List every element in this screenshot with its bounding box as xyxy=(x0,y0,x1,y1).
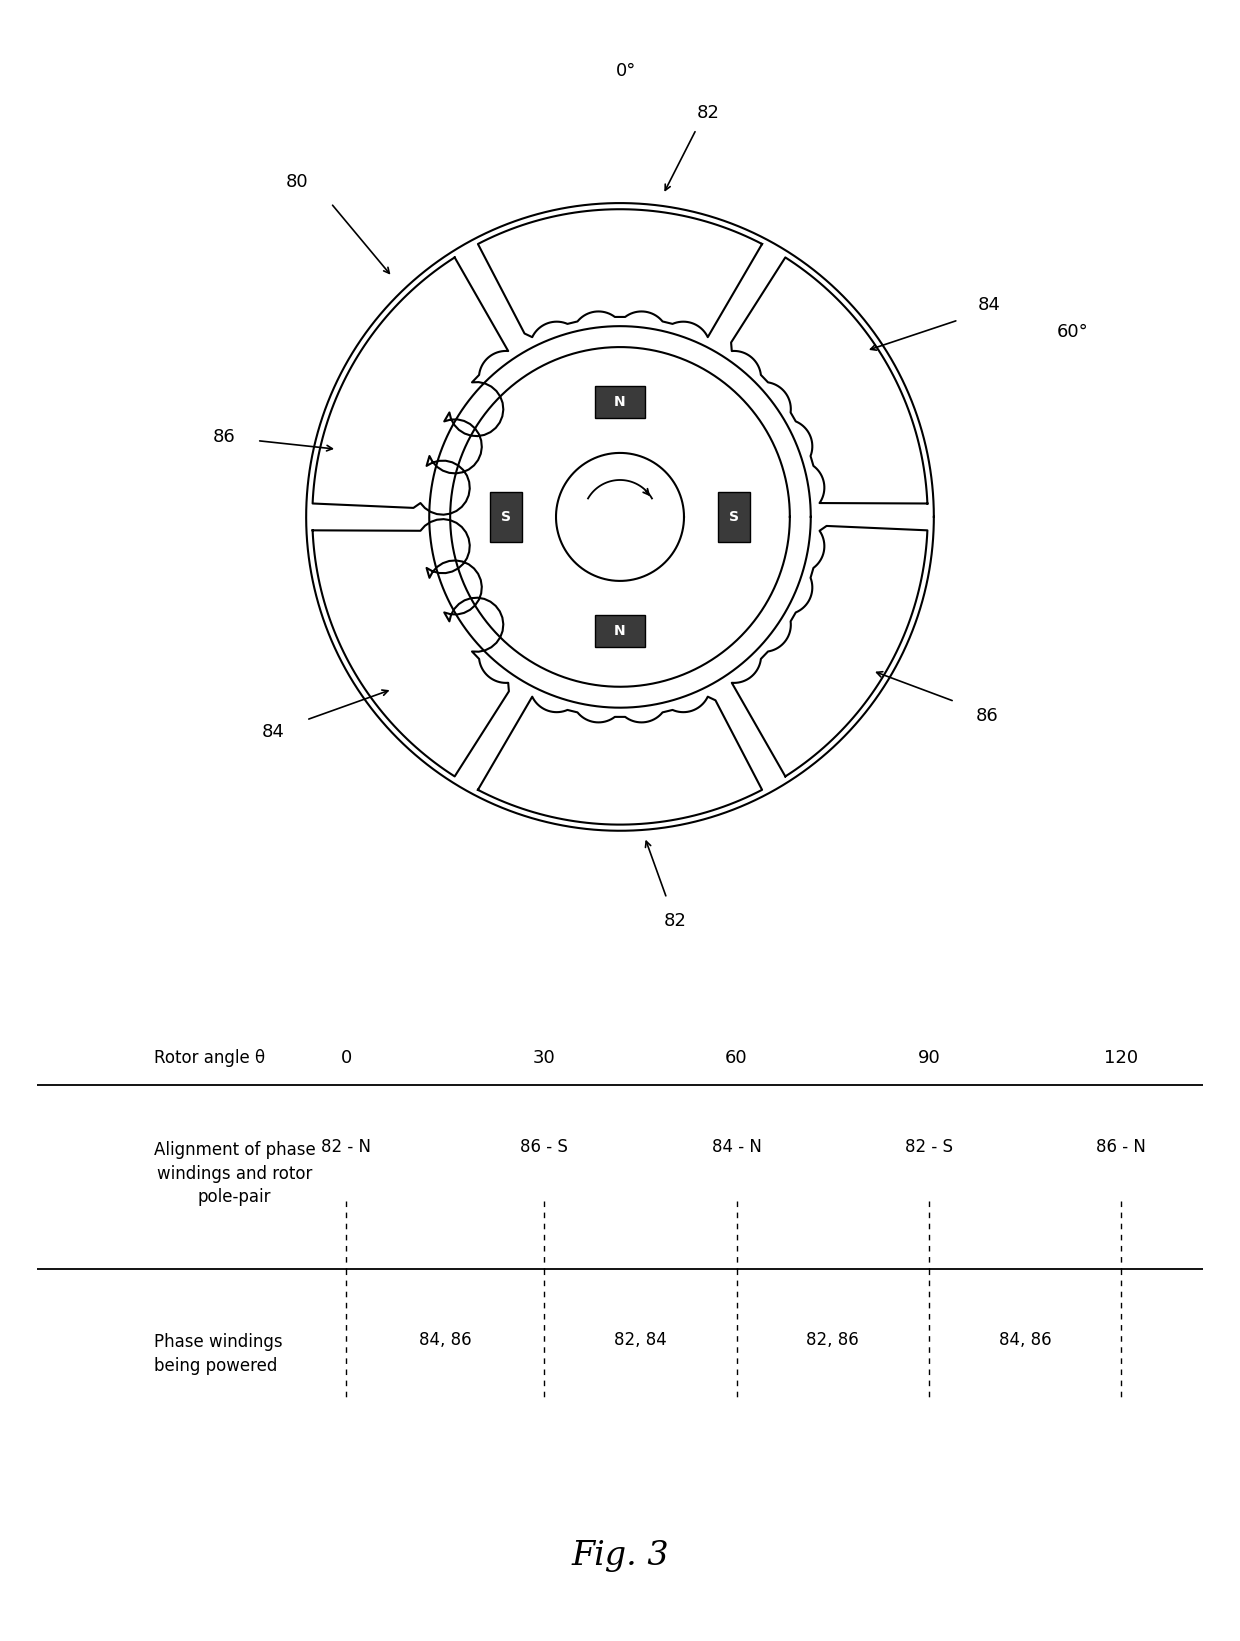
Text: Rotor angle θ: Rotor angle θ xyxy=(154,1049,265,1067)
Text: N: N xyxy=(614,624,626,638)
Text: 0: 0 xyxy=(341,1049,352,1067)
Text: 82 - S: 82 - S xyxy=(905,1137,952,1155)
Text: 86: 86 xyxy=(212,428,236,446)
Text: 86 - N: 86 - N xyxy=(1096,1137,1146,1155)
Text: 84, 86: 84, 86 xyxy=(419,1331,471,1349)
Text: S: S xyxy=(729,510,739,523)
Text: S: S xyxy=(501,510,511,523)
Text: 82: 82 xyxy=(697,105,720,121)
Text: 84: 84 xyxy=(262,724,284,742)
Polygon shape xyxy=(595,386,645,418)
Text: N: N xyxy=(614,395,626,410)
Text: 120: 120 xyxy=(1104,1049,1138,1067)
Text: 82, 86: 82, 86 xyxy=(806,1331,859,1349)
Text: 30: 30 xyxy=(533,1049,556,1067)
Text: 90: 90 xyxy=(918,1049,940,1067)
Text: Phase windings
being powered: Phase windings being powered xyxy=(154,1332,283,1375)
Text: Alignment of phase
windings and rotor
pole-pair: Alignment of phase windings and rotor po… xyxy=(154,1140,315,1206)
Text: 82, 84: 82, 84 xyxy=(614,1331,667,1349)
Text: 86: 86 xyxy=(976,707,998,725)
Text: 60°: 60° xyxy=(1056,323,1089,341)
Text: 82 - N: 82 - N xyxy=(321,1137,371,1155)
Text: 82: 82 xyxy=(663,912,687,929)
Text: 0°: 0° xyxy=(616,62,636,80)
Text: 86 - S: 86 - S xyxy=(521,1137,568,1155)
Text: Fig. 3: Fig. 3 xyxy=(572,1541,668,1572)
Text: 60: 60 xyxy=(725,1049,748,1067)
Polygon shape xyxy=(490,492,522,542)
Polygon shape xyxy=(718,492,750,542)
Text: 84: 84 xyxy=(978,297,1001,313)
Text: 84, 86: 84, 86 xyxy=(998,1331,1052,1349)
Text: 80: 80 xyxy=(286,174,309,190)
Polygon shape xyxy=(595,615,645,647)
Text: 84 - N: 84 - N xyxy=(712,1137,761,1155)
